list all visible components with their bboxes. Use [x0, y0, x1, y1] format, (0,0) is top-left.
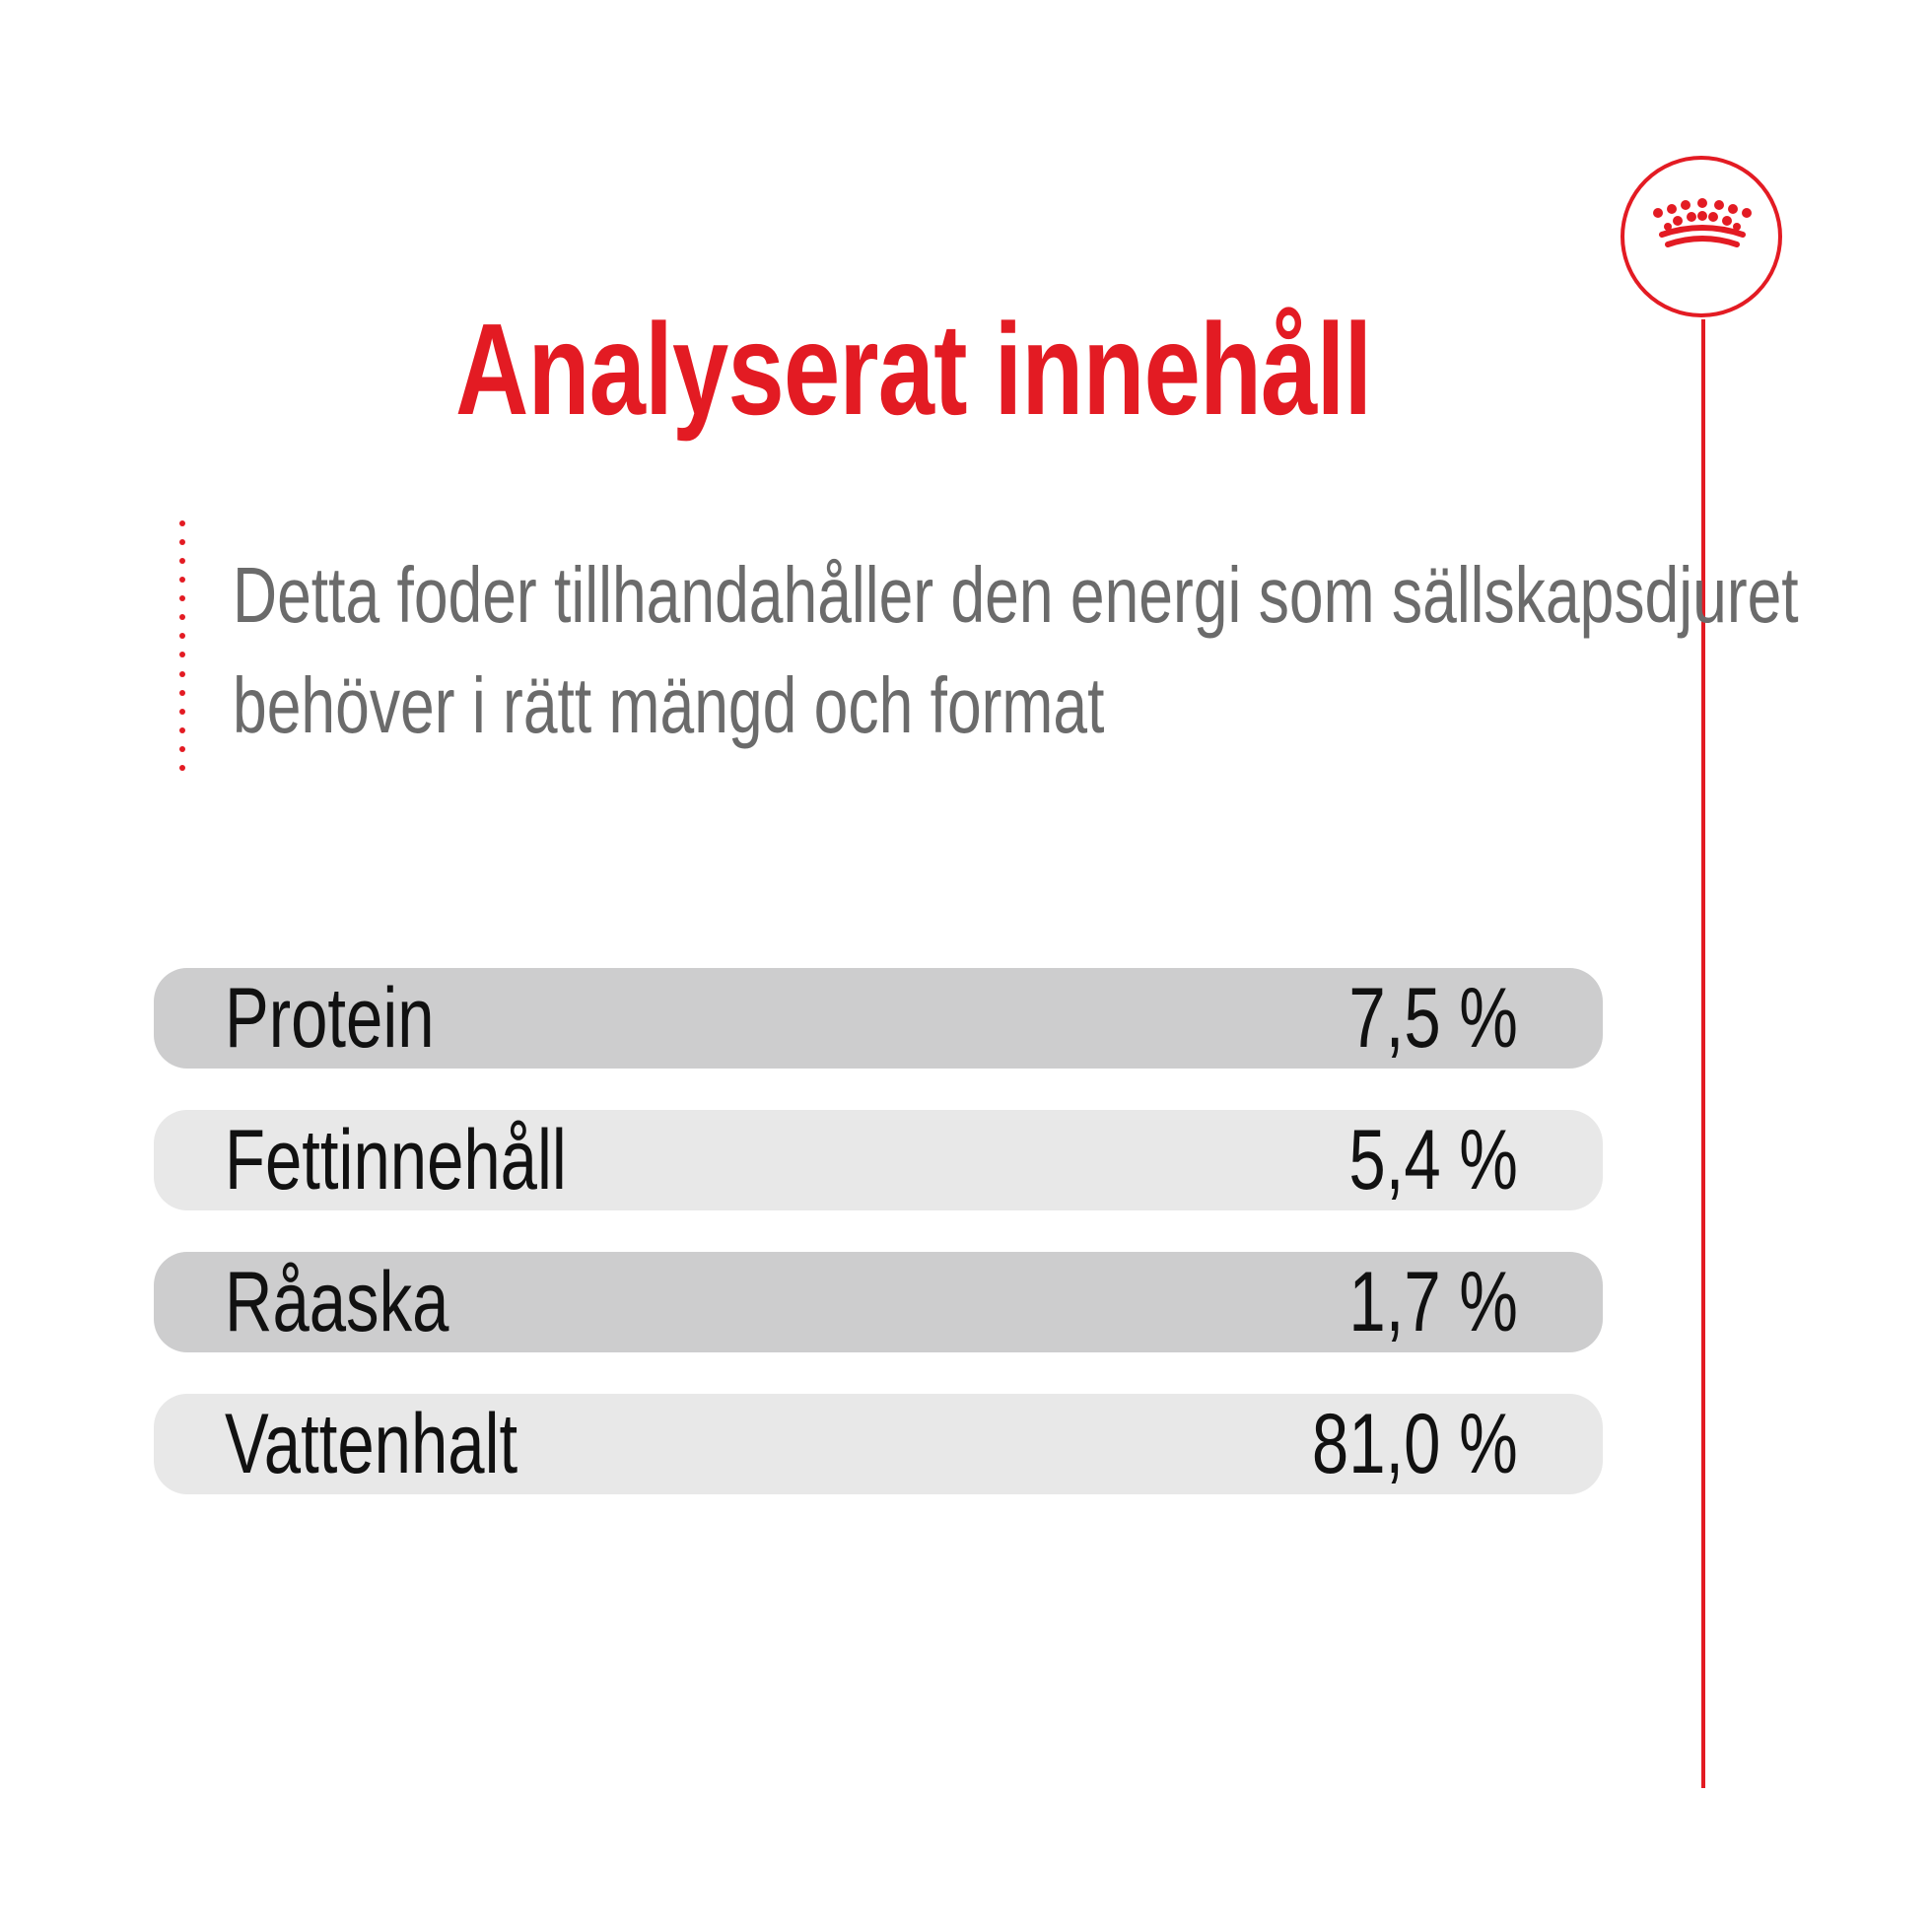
- nutrient-label: Vattenhalt: [225, 1397, 518, 1491]
- nutrient-label: Protein: [225, 971, 435, 1066]
- nutrient-value: 7,5 %: [1348, 971, 1518, 1066]
- nutrient-row-ash: Råaska 1,7 %: [154, 1252, 1603, 1352]
- nutrient-row-protein: Protein 7,5 %: [154, 968, 1603, 1069]
- nutrient-value: 81,0 %: [1312, 1397, 1518, 1491]
- nutrient-value: 5,4 %: [1348, 1113, 1518, 1208]
- description-line-2: behöver i rätt mängd och format: [233, 661, 1105, 749]
- page-title: Analyserat innehåll: [455, 296, 1629, 444]
- crown-icon: [1653, 198, 1752, 247]
- brand-logo: [1621, 156, 1782, 317]
- description: Detta foder tillhandahåller den energi s…: [233, 540, 1799, 761]
- nutrient-value: 1,7 %: [1348, 1255, 1518, 1349]
- page-title-text: Analyserat innehåll: [455, 297, 1372, 443]
- vertical-divider: [1701, 319, 1705, 1788]
- description-line-1: Detta foder tillhandahåller den energi s…: [233, 551, 1799, 639]
- nutrient-row-fat: Fettinnehåll 5,4 %: [154, 1110, 1603, 1210]
- nutrient-label: Råaska: [225, 1255, 449, 1349]
- nutrient-label: Fettinnehåll: [225, 1113, 567, 1208]
- nutrient-row-moisture: Vattenhalt 81,0 %: [154, 1394, 1603, 1494]
- dotted-accent: [179, 520, 187, 771]
